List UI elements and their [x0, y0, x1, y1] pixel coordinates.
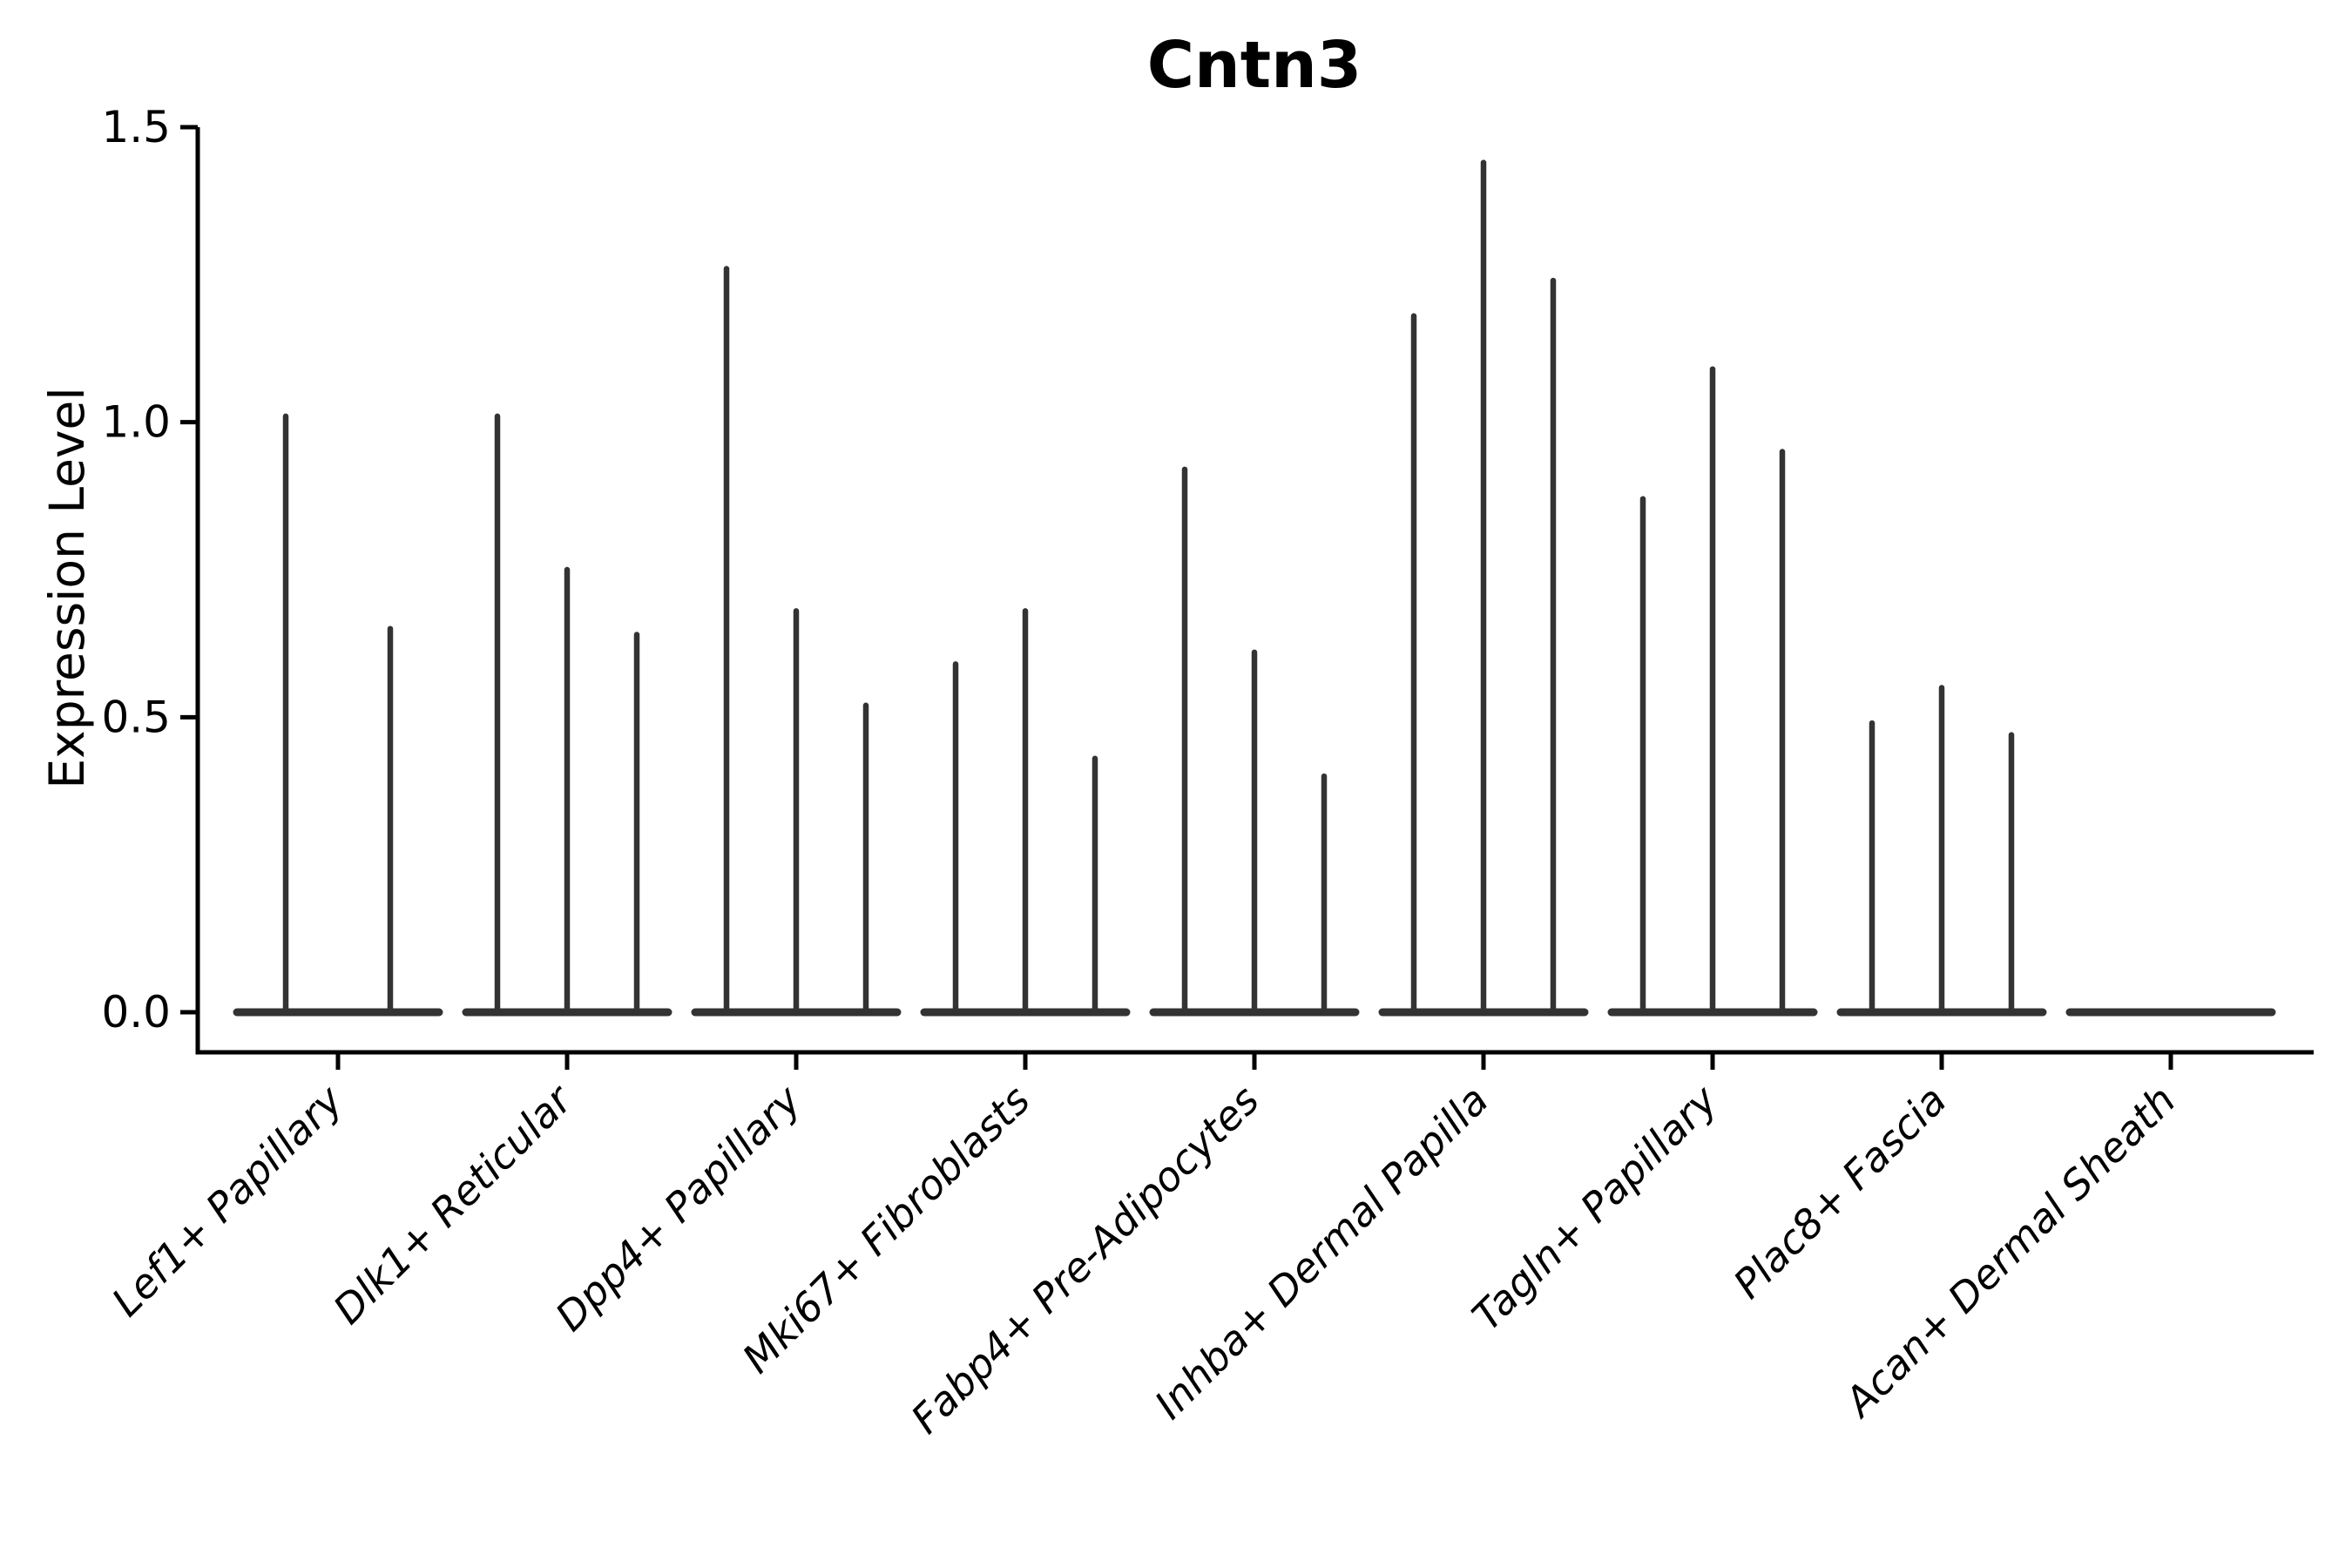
x-tick-label: Plac8+ Fascia	[1724, 1077, 1955, 1308]
x-tick-label: Tagln+ Papillary	[1463, 1076, 1727, 1340]
chart-title: Cntn3	[1146, 28, 1362, 103]
y-tick-label: 0.5	[101, 692, 171, 742]
x-tick-label: Dlk1+ Reticular	[324, 1074, 583, 1333]
x-tick-label: Dpp4+ Papillary	[546, 1076, 810, 1340]
y-tick-label: 1.5	[101, 102, 171, 152]
y-tick-label: 0.0	[101, 987, 171, 1037]
x-tick-label: Lef1+ Papillary	[103, 1076, 352, 1325]
y-tick-label: 1.0	[101, 397, 171, 448]
